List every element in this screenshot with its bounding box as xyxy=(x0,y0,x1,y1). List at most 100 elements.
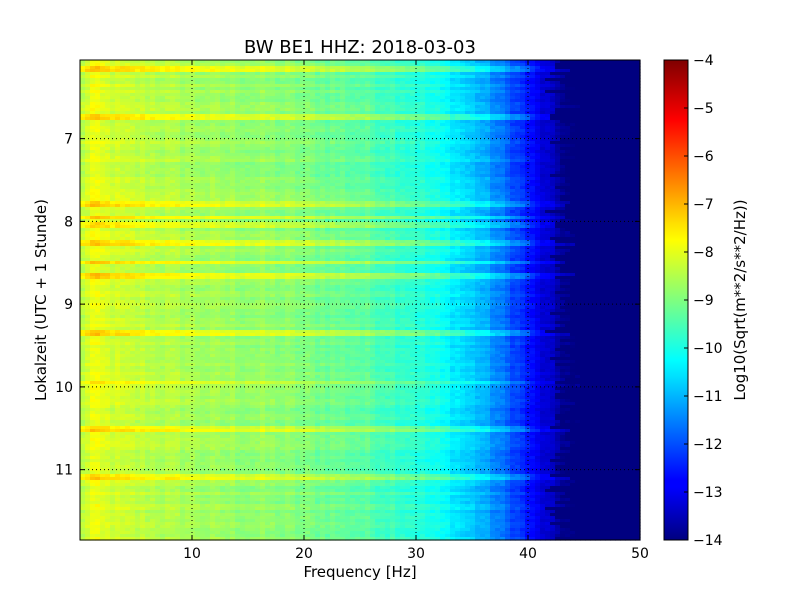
heatmap-cell xyxy=(175,111,181,115)
heatmap-cell xyxy=(155,93,161,97)
heatmap-cell xyxy=(510,117,516,121)
heatmap-cell xyxy=(580,60,586,64)
heatmap-cell xyxy=(225,93,231,97)
heatmap-cell xyxy=(510,60,516,64)
heatmap-cell xyxy=(265,75,271,79)
heatmap-cell xyxy=(155,87,161,91)
heatmap-cell xyxy=(445,69,451,73)
heatmap-cell xyxy=(635,60,641,64)
heatmap-cell xyxy=(305,129,311,133)
heatmap-cell xyxy=(410,60,416,64)
heatmap-cell xyxy=(450,72,456,76)
heatmap-cell xyxy=(225,84,231,88)
heatmap-cell xyxy=(635,114,641,118)
heatmap-cell xyxy=(200,60,206,64)
heatmap-cell xyxy=(235,87,241,91)
heatmap-cell xyxy=(410,75,416,79)
heatmap-cell xyxy=(255,105,261,109)
heatmap-cell xyxy=(105,90,111,94)
heatmap-cell xyxy=(350,111,356,115)
heatmap-cell xyxy=(435,120,441,124)
heatmap-cell xyxy=(470,120,476,124)
heatmap-cell xyxy=(320,120,326,124)
heatmap-cell xyxy=(240,114,246,118)
heatmap-cell xyxy=(215,96,221,100)
heatmap-cell xyxy=(390,114,396,118)
heatmap-cell xyxy=(405,66,411,70)
heatmap-cell xyxy=(290,105,296,109)
heatmap-cell xyxy=(390,108,396,112)
heatmap-cell xyxy=(415,114,421,118)
heatmap-cell xyxy=(600,114,606,118)
heatmap-cell xyxy=(355,78,361,82)
heatmap-cell xyxy=(465,120,471,124)
heatmap-cell xyxy=(105,72,111,76)
heatmap-cell xyxy=(115,93,121,97)
heatmap-cell xyxy=(305,108,311,112)
heatmap-cell xyxy=(475,126,481,130)
heatmap-cell xyxy=(380,60,386,64)
heatmap-cell xyxy=(330,81,336,85)
heatmap-cell xyxy=(565,102,571,106)
heatmap-cell xyxy=(465,69,471,73)
heatmap-cell xyxy=(375,108,381,112)
heatmap-cell xyxy=(520,105,526,109)
heatmap-cell xyxy=(560,123,566,127)
heatmap-cell xyxy=(535,93,541,97)
heatmap-cell xyxy=(215,84,221,88)
heatmap-cell xyxy=(235,114,241,118)
heatmap-cell xyxy=(135,135,141,139)
heatmap-cell xyxy=(120,111,126,115)
heatmap-cell xyxy=(360,96,366,100)
heatmap-cell xyxy=(245,90,251,94)
heatmap-cell xyxy=(140,66,146,70)
heatmap-cell xyxy=(620,99,626,103)
heatmap-cell xyxy=(100,81,106,85)
heatmap-cell xyxy=(200,132,206,136)
heatmap-cell xyxy=(585,78,591,82)
heatmap-cell xyxy=(400,90,406,94)
heatmap-cell xyxy=(370,90,376,94)
heatmap-cell xyxy=(205,87,211,91)
heatmap-cell xyxy=(355,117,361,121)
heatmap-cell xyxy=(205,84,211,88)
heatmap-cell xyxy=(490,78,496,82)
chart-title: BW BE1 HHZ: 2018-03-03 xyxy=(244,37,476,58)
heatmap-cell xyxy=(490,129,496,133)
heatmap-cell xyxy=(285,117,291,121)
heatmap-cell xyxy=(545,120,551,124)
heatmap-cell xyxy=(520,123,526,127)
heatmap-cell xyxy=(415,84,421,88)
heatmap-cell xyxy=(260,75,266,79)
heatmap-cell xyxy=(280,60,286,64)
heatmap-cell xyxy=(90,102,96,106)
heatmap-cell xyxy=(295,108,301,112)
heatmap-cell xyxy=(560,120,566,124)
heatmap-cell xyxy=(320,84,326,88)
heatmap-cell xyxy=(515,66,521,70)
heatmap-cell xyxy=(420,78,426,82)
heatmap-cell xyxy=(150,117,156,121)
heatmap-cell xyxy=(230,132,236,136)
heatmap-cell xyxy=(610,129,616,133)
heatmap-cell xyxy=(630,81,636,85)
heatmap-cell xyxy=(430,126,436,130)
heatmap-cell xyxy=(520,102,526,106)
heatmap-cell xyxy=(455,87,461,91)
heatmap-cell xyxy=(435,102,441,106)
heatmap-cell xyxy=(420,63,426,67)
heatmap-cell xyxy=(490,126,496,130)
heatmap-cell xyxy=(130,108,136,112)
heatmap-cell xyxy=(370,96,376,100)
heatmap-cell xyxy=(385,108,391,112)
heatmap-cell xyxy=(445,90,451,94)
heatmap-cell xyxy=(150,126,156,130)
heatmap-cell xyxy=(195,120,201,124)
heatmap-cell xyxy=(560,75,566,79)
heatmap-cell xyxy=(290,87,296,91)
heatmap-cell xyxy=(310,84,316,88)
heatmap-cell xyxy=(135,63,141,67)
heatmap-cell xyxy=(115,90,121,94)
heatmap-cell xyxy=(480,126,486,130)
heatmap-cell xyxy=(420,105,426,109)
